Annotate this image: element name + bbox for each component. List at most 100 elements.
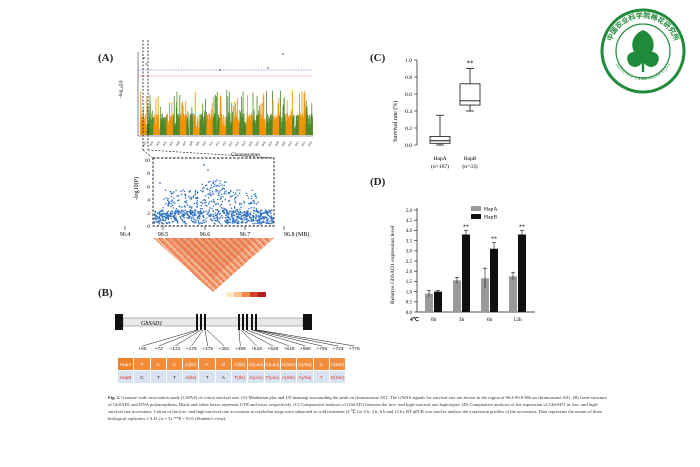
boxplot-x-label: HapA	[433, 156, 446, 162]
bar-y-tick: 3.0	[406, 250, 413, 255]
boxplot-y-ticks: 0.0 0.2 0.4 0.6 0.8 1.0	[405, 58, 417, 149]
snp-position-label: +176	[185, 347, 197, 352]
boxplot-y-tick: 0.2	[405, 126, 412, 132]
zoom-y-tick: 2	[147, 211, 150, 217]
table-row: HapB C T T A(Ile) T A T(Ile) A(Leu) T(Leu) A(Ser) A…	[116, 370, 347, 384]
bar-legend-item: HapB	[484, 215, 497, 221]
snp-positions: +69 +72 +121 +176 +375 +381 +499 +518 +526 +619 +6…	[118, 347, 378, 355]
chromosome-label: A11	[208, 140, 214, 147]
haplotype-allele-cell: C(Leu)	[263, 357, 281, 371]
chromosome-label: D01	[228, 140, 234, 147]
bar-x-prefix: 4℃	[410, 316, 420, 323]
chromosome-label: D13	[307, 140, 313, 147]
bar-significance: **	[463, 224, 469, 230]
bar-y-tick: 0.5	[406, 301, 413, 306]
table-row: HapA T C C C(Ile) A G C(Ile) G(Leu) C(Leu) G(Ser) G…	[116, 357, 347, 371]
haplotype-allele-cell: C(Ile)	[231, 357, 249, 371]
panel-b-label: (B)	[98, 287, 113, 299]
snp-position-label: +656	[300, 347, 311, 352]
svg-text:1957: 1957	[639, 76, 649, 81]
manhattan-chromosome-D09	[279, 90, 287, 135]
chromosome-label: A02	[148, 140, 154, 147]
chromosome-label: D04	[247, 140, 253, 147]
boxplot-chart: Survival rate (%) 0.00.20.40.60.81.0 ** …	[392, 58, 481, 170]
haplotype-allele-cell: G	[214, 357, 233, 371]
bar-HapA-12h	[509, 276, 517, 312]
snp-position-label: +723	[332, 347, 344, 352]
ld-heatmap	[153, 238, 274, 292]
boxplot-box-HapB	[459, 68, 481, 112]
bar-significance: **	[519, 224, 525, 230]
bar-HapA-0h	[425, 293, 433, 312]
chromosome-label: A01	[142, 140, 148, 147]
zoom-y-tick: 6	[147, 184, 150, 190]
bar-y-tick: 3.5	[406, 239, 413, 244]
snp-position-label: +72	[154, 347, 163, 352]
zoom-y-tick: 4	[147, 198, 150, 204]
haplotype-allele-cell: C	[312, 357, 330, 371]
bar-y-tick: 4.0	[406, 229, 413, 234]
haplotype-allele-cell: C	[165, 357, 184, 371]
haplotype-allele-cell: C(Ile)	[182, 357, 200, 371]
bar-HapA-3h	[453, 280, 461, 312]
haplotype-allele-cell: T	[198, 370, 216, 384]
manhattan-x-label: Chromosomes	[231, 153, 260, 158]
manhattan-chromosome-D02	[232, 98, 241, 135]
haplotype-allele-cell: A(Ile)	[182, 370, 200, 384]
chromosome-labels: A01 A02 A03 A04 A05 A06 A07 A08 A09 A10 A11 A12 A13 D…	[142, 140, 314, 147]
zoom-y-tick: 0	[147, 224, 150, 230]
chromosome-label: D06	[261, 140, 267, 147]
boxplot-count-label: (n=33)	[462, 163, 477, 170]
boxplot-y-tick: 0.4	[405, 109, 412, 115]
chromosome-label: D02	[234, 140, 240, 147]
bar-y-tick: 2.0	[406, 270, 413, 275]
haplotype-name-cell: HapB	[116, 370, 135, 384]
caption-fig-label: Fig. 2.	[108, 395, 121, 400]
haplotype-allele-cell: G(Ser)	[328, 370, 347, 384]
haplotype-allele-cell: C	[149, 357, 167, 371]
manhattan-chromosome-A07	[179, 101, 188, 135]
manhattan-chromosome-D13	[305, 100, 313, 135]
manhattan-chromosome-D11	[292, 114, 300, 135]
haplotype-allele-cell: A(Ala)	[296, 370, 314, 384]
haplotype-allele-cell: T(Leu)	[263, 370, 281, 384]
haplotype-allele-cell: A(Ser)	[328, 357, 347, 371]
bar-y-tick: 1.5	[406, 280, 413, 285]
bar-y-tick: 1.0	[406, 290, 413, 295]
boxplot-x-label: HapB	[463, 156, 476, 162]
bar-y-tick: 2.5	[406, 260, 413, 265]
haplotype-allele-cell: T	[149, 370, 167, 384]
zoom-y-tick: 10	[145, 158, 151, 164]
chromosome-label: D08	[274, 140, 280, 147]
haplotype-allele-cell: A	[198, 357, 216, 371]
haplotype-allele-cell: A(Ser)	[279, 370, 298, 384]
bar-series: ** ** **	[425, 224, 526, 312]
boxplot-y-tick: 0.6	[405, 92, 412, 98]
bar-x-label: 6h	[487, 317, 493, 323]
panel-c-label: (C)	[370, 52, 386, 64]
manhattan-chromosome-A13	[219, 95, 227, 135]
manhattan-chromosome-A04	[159, 107, 168, 135]
caption-text: Genome-wide association study (GWAS) of …	[108, 395, 607, 421]
snp-position-label: +375	[202, 347, 214, 352]
boxplot-boxes: **	[429, 60, 481, 146]
haplotype-allele-cell: T	[312, 370, 330, 384]
manhattan-chromosome-D01	[226, 90, 234, 135]
panel-a-figure: -log₁₀(p) A01 A02 A03 A04 A05 A06 A07 A08 A09 A10…	[119, 40, 314, 297]
gene-label: GhSAD1	[141, 321, 162, 327]
manhattan-chromosome-A01	[140, 91, 148, 135]
zoom-x-tick: 96.6	[200, 232, 211, 238]
snp-position-label: +69	[138, 347, 147, 352]
zoom-x-tick: 96.8 (MB)	[284, 231, 309, 238]
chromosome-label: A06	[175, 140, 181, 147]
chromosome-label: D12	[300, 140, 306, 147]
chromosome-label: D05	[254, 140, 260, 147]
institute-logo-seal: 中国农业科学院棉花研究所 INSTITUTE OF COTTON RESEARC…	[600, 8, 686, 94]
haplotype-allele-cell: G(Ser)	[279, 357, 298, 371]
zoom-y-tick: 8	[147, 171, 150, 177]
haplotype-allele-cell: G(Ala)	[296, 357, 314, 371]
panel-a-label: (A)	[98, 52, 114, 64]
snp-position-label: +499	[234, 347, 246, 352]
ld-color-legend	[226, 292, 266, 297]
manhattan-chromosome-A11	[206, 102, 214, 135]
